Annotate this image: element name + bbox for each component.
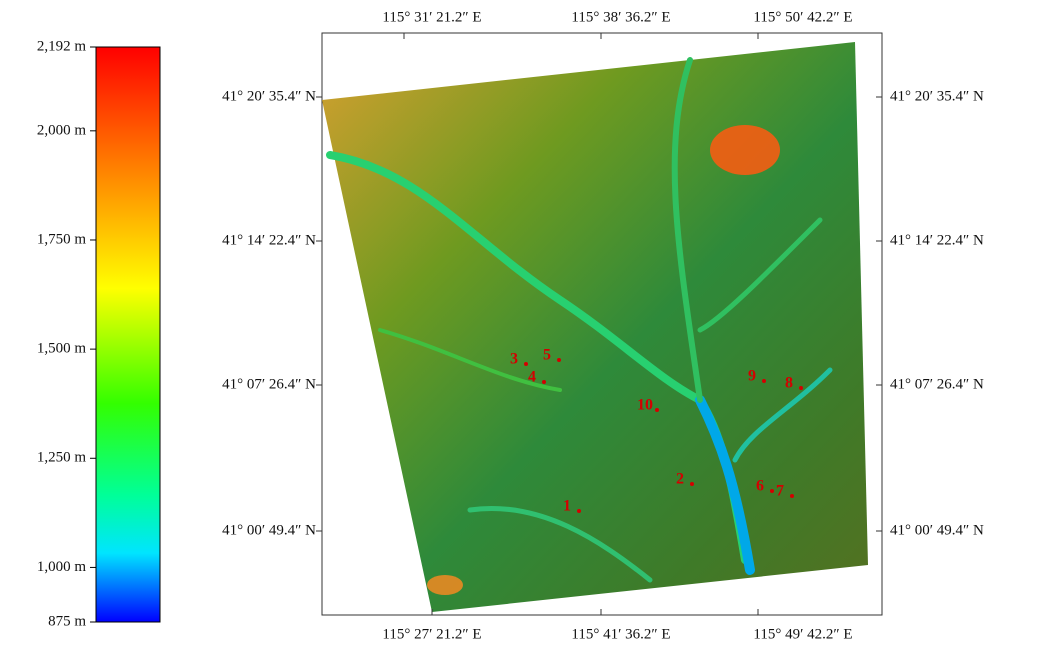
right-label: 41° 07′ 26.4″ N (890, 376, 984, 392)
site-dot (542, 380, 546, 384)
site-dot (557, 358, 561, 362)
colorbar-tick-label: 1,750 m (37, 231, 87, 247)
top-label: 115° 50′ 42.2″ E (753, 9, 852, 25)
left-label: 41° 14′ 22.4″ N (222, 232, 316, 248)
colorbar (96, 47, 160, 622)
top-label: 115° 38′ 36.2″ E (571, 9, 670, 25)
bottom-label: 115° 49′ 42.2″ E (753, 626, 852, 642)
map-figure: 2,192 m 2,000 m 1,750 m 1,500 m 1,250 m 1,000… (0, 0, 1059, 649)
site-label: 7 (776, 483, 784, 500)
colorbar-tick-label: 1,000 m (37, 559, 87, 575)
left-label: 41° 20′ 35.4″ N (222, 88, 316, 104)
left-label: 41° 07′ 26.4″ N (222, 376, 316, 392)
site-label: 4 (528, 369, 536, 386)
bottom-label: 115° 27′ 21.2″ E (382, 626, 481, 642)
site-label: 2 (676, 471, 684, 488)
site-dot (655, 408, 659, 412)
site-dot (770, 489, 774, 493)
site-label: 3 (510, 351, 518, 368)
site-dot (524, 362, 528, 366)
colorbar-tick-label: 1,500 m (37, 341, 87, 357)
right-label: 41° 00′ 49.4″ N (890, 522, 984, 538)
colorbar-tick-label: 2,000 m (37, 122, 87, 138)
colorbar-tick-label: 2,192 m (37, 38, 87, 54)
top-label: 115° 31′ 21.2″ E (382, 9, 481, 25)
site-label: 9 (748, 368, 756, 385)
site-dot (762, 379, 766, 383)
site-dot (690, 482, 694, 486)
right-label: 41° 14′ 22.4″ N (890, 232, 984, 248)
site-dot (799, 386, 803, 390)
left-label: 41° 00′ 49.4″ N (222, 522, 316, 538)
site-label: 10 (637, 397, 653, 414)
site-label: 1 (563, 498, 571, 515)
high-peak (710, 125, 780, 175)
site-label: 8 (785, 375, 793, 392)
bottom-label: 115° 41′ 36.2″ E (571, 626, 670, 642)
site-dot (790, 494, 794, 498)
colorbar-tick-label: 875 m (48, 613, 86, 629)
colorbar-tick-label: 1,250 m (37, 450, 87, 466)
high-ridge (427, 575, 463, 595)
site-label: 6 (756, 478, 764, 495)
site-label: 5 (543, 347, 551, 364)
site-dot (577, 509, 581, 513)
right-label: 41° 20′ 35.4″ N (890, 88, 984, 104)
